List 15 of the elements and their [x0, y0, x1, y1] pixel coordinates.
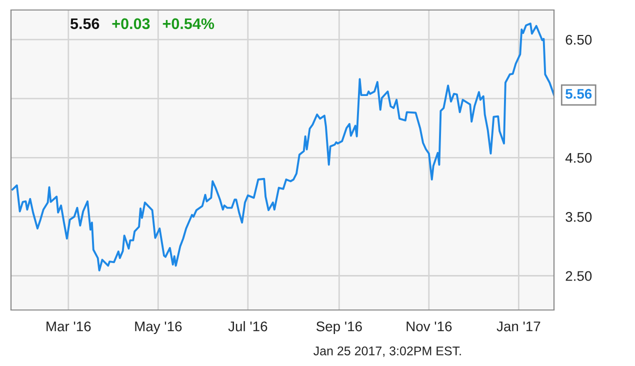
x-tick-label: Nov '16	[406, 321, 452, 332]
y-tick-label: 3.50	[566, 212, 592, 222]
annotation: +0.54%	[162, 18, 214, 30]
x-tick-label: Sep '16	[316, 321, 362, 334]
y-tick-label: 6.50	[566, 34, 592, 45]
x-tick-label: Jul '16	[228, 321, 268, 332]
x-tick-label: May '16	[135, 321, 182, 334]
text: Jan 25 2017, 3:02PM EST.	[314, 346, 461, 357]
annotation: +0.03	[112, 18, 150, 30]
y-tick-label: 4.50	[565, 152, 592, 163]
annotation: 5.56	[70, 18, 100, 30]
y-tick-label: 2.50	[566, 271, 592, 281]
annotation: 5.56	[566, 88, 592, 99]
x-tick-label: Jan '17	[496, 322, 540, 332]
x-tick-label: Mar '16	[46, 321, 91, 332]
